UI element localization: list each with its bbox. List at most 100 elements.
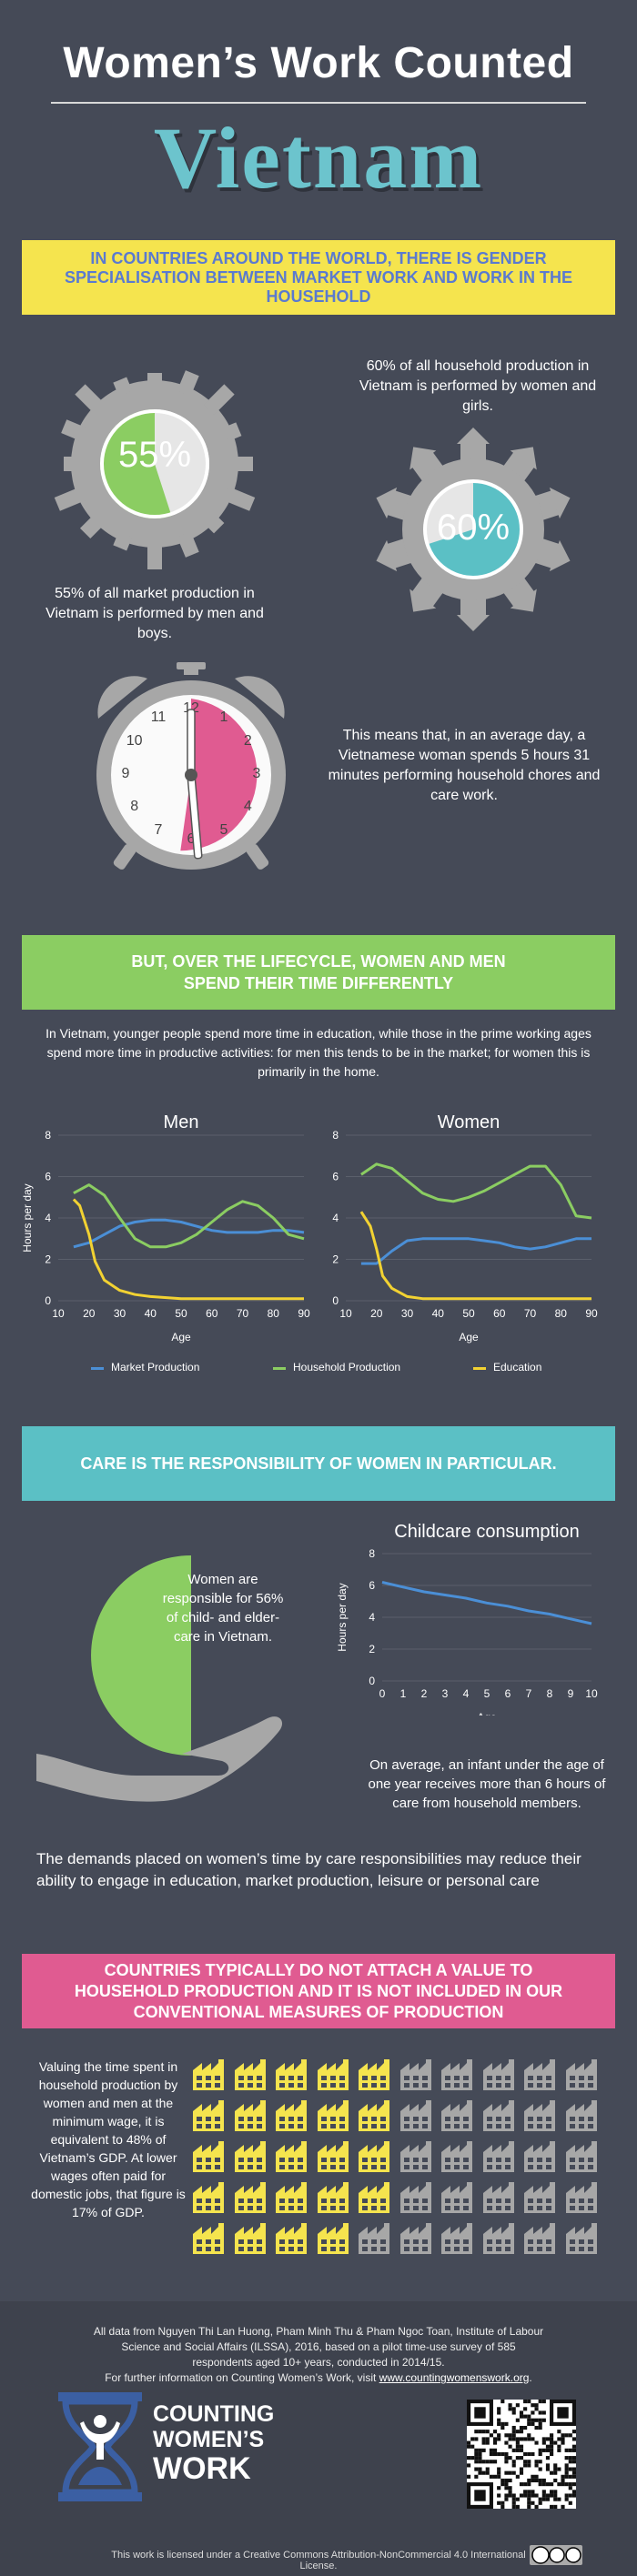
clock-number: 2 — [243, 733, 252, 749]
cc-license-badge-icon[interactable] — [530, 2545, 582, 2565]
x-tick-label: 5 — [484, 1687, 490, 1700]
x-tick-label: 6 — [505, 1687, 511, 1700]
series-line — [73, 1218, 305, 1249]
banner-household-value: Countries typically do not attach a valu… — [22, 1954, 615, 2028]
y-axis-label: Hours per day — [336, 1583, 349, 1651]
page-title: Women’s Work Counted — [63, 39, 574, 87]
care-text: Women are responsible for 56% of child- … — [162, 1572, 284, 1645]
x-tick-label: 9 — [568, 1687, 574, 1700]
x-tick-label: 8 — [547, 1687, 553, 1700]
demands-text: The demands placed on women’s time by ca… — [36, 1850, 581, 1889]
chart-legend: Market Production Household Production E… — [91, 1359, 564, 1377]
factory-icon — [317, 2182, 349, 2213]
factory-icon — [276, 2100, 307, 2131]
factory-icon — [234, 2182, 266, 2213]
factory-icon — [359, 2182, 389, 2213]
clock-number: 3 — [252, 766, 261, 781]
factory-icon — [359, 2223, 389, 2254]
factory-icon — [565, 2223, 597, 2254]
factory-icon — [276, 2182, 307, 2213]
x-tick-label: 3 — [442, 1687, 449, 1700]
legend-swatch-household — [273, 1367, 286, 1370]
factory-icon — [482, 2141, 514, 2172]
logo-wordmark: COUNTING WOMEN’S WORK — [153, 2401, 274, 2485]
factory-icon — [524, 2182, 555, 2213]
y-tick-label: 2 — [332, 1253, 339, 1266]
x-tick-label: 10 — [585, 1687, 598, 1700]
household-text: 60% of all household production in Vietn… — [359, 358, 597, 414]
x-tick-label: 80 — [555, 1307, 568, 1320]
factory-icon — [441, 2182, 472, 2213]
banner-lifecycle: But, over the lifecycle, women and men s… — [22, 935, 615, 1010]
y-tick-label: 2 — [45, 1253, 51, 1266]
y-tick-label: 0 — [45, 1294, 51, 1307]
x-axis-label: Age — [459, 1331, 479, 1343]
factory-icon — [193, 2182, 224, 2213]
x-tick-label: 90 — [585, 1307, 598, 1320]
factory-icon — [565, 2141, 597, 2172]
childcare-chart: Childcare consumption 0 2 4 6 8 0 1 2 3 4 5 6 7 8 9 10 Ag… — [336, 1522, 598, 1716]
factory-icon — [441, 2141, 472, 2172]
y-tick-label: 6 — [369, 1579, 375, 1592]
factory-icon — [234, 2059, 266, 2090]
clock-number: 5 — [219, 822, 228, 839]
x-tick-label: 2 — [421, 1687, 428, 1700]
factory-icon — [359, 2100, 389, 2131]
chart-title: Women — [438, 1112, 500, 1132]
x-tick-label: 50 — [462, 1307, 475, 1320]
y-tick-label: 6 — [45, 1171, 51, 1183]
x-tick-label: 30 — [114, 1307, 126, 1320]
license-text: This work is licensed under a Creative C… — [111, 2550, 526, 2571]
x-tick-label: 0 — [379, 1687, 386, 1700]
factory-icon — [482, 2182, 514, 2213]
series-line — [359, 1211, 592, 1301]
clock-number: 7 — [154, 822, 163, 839]
logo-line-3: WORK — [153, 2451, 251, 2486]
women-time-chart: Women 0 2 4 6 8 10 20 30 40 50 60 70 80 90 Age — [332, 1112, 598, 1343]
x-tick-label: 40 — [432, 1307, 445, 1320]
factory-icon — [193, 2059, 224, 2090]
website-link[interactable]: www.countingwomenswork.org — [379, 2371, 530, 2384]
y-tick-label: 8 — [332, 1129, 339, 1142]
y-tick-label: 0 — [369, 1675, 375, 1687]
more-info-suffix: . — [529, 2371, 532, 2384]
gdp-text: Valuing the time spent in household prod… — [31, 2059, 186, 2219]
clock-number: 10 — [126, 733, 143, 749]
x-tick-label: 90 — [298, 1307, 310, 1320]
household-gear-icon — [376, 428, 571, 631]
infant-text: On average, an infant under the age of o… — [368, 1757, 606, 1811]
factory-icon — [482, 2223, 514, 2254]
footer-source: All data from Nguyen Thi Lan Huong, Pham… — [91, 2324, 546, 2386]
series-line — [72, 1198, 304, 1301]
household-pct: 60% — [436, 508, 511, 548]
market-pct: 55% — [117, 435, 192, 475]
clock-number: 4 — [243, 799, 252, 814]
factory-icon — [565, 2100, 597, 2131]
y-tick-label: 4 — [332, 1212, 339, 1224]
qr-code-icon[interactable] — [467, 2400, 576, 2509]
legend-label-education: Education — [493, 1361, 542, 1374]
factory-icon — [234, 2141, 266, 2172]
factory-icon — [441, 2059, 472, 2090]
factory-icon — [193, 2141, 224, 2172]
series-line — [73, 1183, 305, 1249]
factory-icon — [193, 2100, 224, 2131]
legend-swatch-market — [91, 1367, 104, 1370]
clock-number: 9 — [121, 766, 130, 781]
factory-icon — [524, 2141, 555, 2172]
x-axis-label: Age — [171, 1331, 191, 1343]
factory-icon — [317, 2223, 349, 2254]
x-tick-label: 4 — [463, 1687, 470, 1700]
legend-label-household: Household Production — [293, 1361, 401, 1374]
factory-icon — [399, 2141, 431, 2172]
chart-title: Men — [164, 1112, 199, 1132]
factory-icon — [359, 2141, 389, 2172]
x-tick-label: 80 — [268, 1307, 280, 1320]
y-tick-label: 0 — [332, 1294, 339, 1307]
banner-care: Care is the responsibility of women in p… — [22, 1426, 615, 1501]
factory-icon — [276, 2141, 307, 2172]
title-divider — [51, 102, 586, 104]
factory-icon — [317, 2059, 349, 2090]
factory-icon — [524, 2059, 555, 2090]
clock-number: 1 — [219, 709, 228, 725]
